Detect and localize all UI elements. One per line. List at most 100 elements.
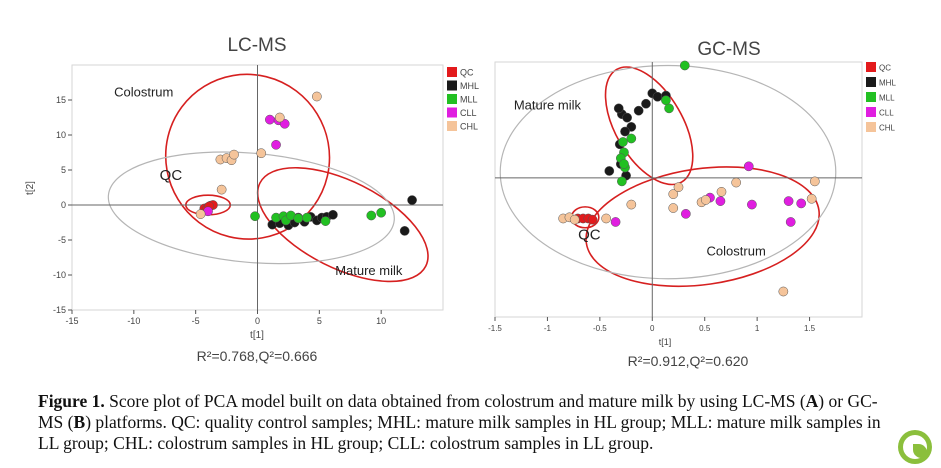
- caption-text-3: ) platforms. QC: quality control samples…: [38, 412, 881, 453]
- legend-swatch-chl-lc-ms: [447, 121, 457, 131]
- legend-swatch-mll-lc-ms: [447, 94, 457, 104]
- point-cll-gc-ms: [715, 196, 726, 206]
- point-mll-gc-ms: [626, 133, 637, 144]
- annotation-colostrum-gc-ms: Colostrum: [707, 244, 766, 259]
- point-chl-lc-ms: [216, 184, 227, 195]
- point-mll-gc-ms: [619, 159, 629, 169]
- point-cll-gc-ms: [680, 208, 691, 219]
- point-mll-gc-ms: [661, 95, 671, 106]
- y-tick-label-lc-ms: -10: [53, 270, 66, 280]
- x-tick-label-lc-ms: -10: [127, 316, 140, 326]
- panel-lc-ms: LC-MS -15 -10 -5 0 5 10 -15 -10 -5 0 5 10 15 Colostru…: [25, 35, 479, 364]
- point-cll-lc-ms: [271, 139, 281, 150]
- point-mll-gc-ms: [618, 137, 628, 147]
- legend-label-chl-lc-ms: CHL: [460, 122, 478, 132]
- legend-swatch-mhl-lc-ms: [447, 80, 457, 91]
- legend-swatch-chl-gc-ms: [866, 122, 876, 132]
- x-tick-label-gc-ms: -1: [544, 324, 552, 333]
- legend-lc-ms: QC MHL MLL CLL CHL: [447, 67, 479, 132]
- point-cll-gc-ms: [783, 196, 794, 206]
- group-ellipse-colostrum-gc-ms: [585, 166, 820, 288]
- legend-label-qc-gc-ms: QC: [879, 64, 891, 73]
- legend-label-mhl-gc-ms: MHL: [879, 79, 896, 88]
- x-tick-label-lc-ms: -15: [65, 316, 78, 326]
- point-mll-lc-ms: [376, 207, 387, 218]
- point-mhl-gc-ms: [613, 103, 624, 114]
- legend-label-chl-gc-ms: CHL: [879, 124, 896, 133]
- point-mll-gc-ms: [664, 103, 674, 114]
- point-chl-lc-ms: [229, 149, 239, 160]
- green-leaf-badge-icon: [898, 430, 932, 464]
- x-tick-label-gc-ms: -1.5: [488, 324, 502, 333]
- point-chl-gc-ms: [716, 186, 727, 197]
- point-chl-gc-ms: [806, 193, 817, 204]
- point-mll-gc-ms: [679, 60, 690, 71]
- point-mll-lc-ms: [293, 213, 304, 224]
- x-tick-label-gc-ms: 0: [650, 324, 655, 333]
- x-tick-label-lc-ms: 5: [317, 316, 322, 326]
- chart-title-lc-ms: LC-MS: [227, 35, 286, 56]
- panel-gc-ms: GC-MS -1.5 -1 -0.5 0 0.5 1 1.5 Mature milk QC Col…: [488, 39, 896, 369]
- x-tick-label-gc-ms: 1.5: [804, 324, 816, 333]
- point-mhl-gc-ms: [604, 166, 615, 176]
- caption-label: Figure 1.: [38, 391, 105, 411]
- figure-canvas: LC-MS -15 -10 -5 0 5 10-15-10-5051015Colostru…: [25, 35, 896, 369]
- y-tick-label-lc-ms: -15: [53, 305, 66, 315]
- chart-title-gc-ms: GC-MS: [697, 39, 760, 60]
- point-mhl-gc-ms: [622, 112, 632, 123]
- caption-panel-b: B: [73, 412, 86, 432]
- point-chl-gc-ms: [731, 177, 742, 188]
- confidence-ellipse-lc-ms: [107, 151, 395, 265]
- point-chl-gc-ms: [601, 213, 611, 224]
- point-chl-lc-ms: [312, 91, 322, 102]
- annotation-mature-milk-lc-ms: Mature milk: [335, 263, 403, 278]
- point-mhl-gc-ms: [633, 105, 644, 116]
- point-chl-gc-ms: [668, 189, 679, 199]
- legend-swatch-qc-gc-ms: [866, 62, 876, 72]
- point-mhl-gc-ms: [641, 98, 651, 109]
- figure-caption: Figure 1. Score plot of PCA model built …: [38, 391, 898, 454]
- legend-label-mll-gc-ms: MLL: [879, 94, 895, 103]
- point-mll-lc-ms: [302, 212, 312, 223]
- x-tick-label-gc-ms: 1: [755, 324, 760, 333]
- legend-swatch-mll-gc-ms: [866, 92, 876, 102]
- model-stats-gc-ms: R²=0.912,Q²=0.620: [628, 353, 749, 369]
- legend-swatch-qc-lc-ms: [447, 67, 457, 77]
- point-mll-lc-ms: [366, 210, 377, 221]
- point-chl-gc-ms: [668, 203, 679, 213]
- point-mhl-gc-ms: [620, 126, 630, 137]
- point-mhl-lc-ms: [328, 209, 338, 220]
- annotation-qc-lc-ms: QC: [160, 167, 183, 184]
- legend-swatch-cll-gc-ms: [866, 107, 876, 117]
- point-cll-gc-ms: [796, 198, 807, 209]
- x-axis-label-gc-ms: t[1]: [659, 337, 672, 347]
- x-axis-label-lc-ms: t[1]: [250, 330, 264, 341]
- legend-gc-ms: QC MHL MLL CLL CHL: [866, 62, 896, 133]
- x-tick-label-lc-ms: 10: [376, 316, 386, 326]
- legend-label-cll-lc-ms: CLL: [460, 108, 477, 118]
- plot-area-gc-ms: -1.5 -1 -0.5 0 0.5 1 1.5 Mature milk QC Colostrum: [488, 60, 863, 333]
- x-tick-label-gc-ms: 0.5: [699, 324, 711, 333]
- point-chl-gc-ms: [700, 195, 711, 205]
- x-tick-label-lc-ms: -5: [192, 316, 200, 326]
- point-chl-gc-ms: [569, 214, 580, 225]
- y-tick-label-lc-ms: -5: [58, 235, 66, 245]
- x-tick-label-lc-ms: 0: [255, 316, 260, 326]
- legend-swatch-cll-lc-ms: [447, 107, 457, 118]
- confidence-ellipse-gc-ms: [499, 64, 837, 280]
- caption-text-2: ) or GC-MS (: [38, 391, 878, 432]
- point-chl-lc-ms: [274, 112, 285, 123]
- point-mll-lc-ms: [320, 216, 331, 226]
- x-tick-label-gc-ms: -0.5: [593, 324, 607, 333]
- legend-swatch-mhl-gc-ms: [866, 77, 876, 87]
- annotation-colostrum-lc-ms: Colostrum: [114, 85, 173, 100]
- point-cll-gc-ms: [747, 199, 757, 210]
- point-chl-gc-ms: [673, 182, 684, 193]
- point-cll-gc-ms: [610, 217, 621, 227]
- point-chl-gc-ms: [626, 199, 637, 210]
- y-axis-label-lc-ms: t[2]: [25, 181, 36, 195]
- group-ellipse-mature-milk-lc-ms: [256, 166, 429, 283]
- point-mhl-gc-ms: [652, 91, 663, 102]
- plot-area-lc-ms: -15 -10 -5 0 5 10 -15 -10 -5 0 5 10 15 Colostrum QC Mat…: [53, 64, 444, 326]
- point-mll-gc-ms: [617, 176, 627, 187]
